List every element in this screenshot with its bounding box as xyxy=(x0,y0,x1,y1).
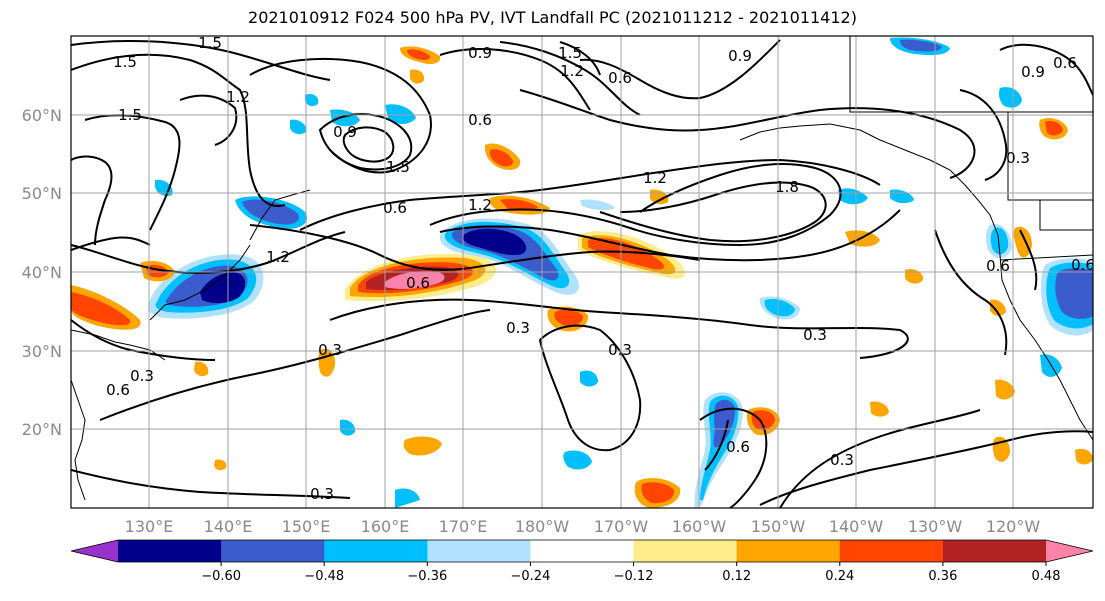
lon-label: 130°E xyxy=(125,517,174,536)
lon-label: 160°E xyxy=(361,517,410,536)
colorbar-tick-label: −0.36 xyxy=(407,569,447,584)
lat-label: 30°N xyxy=(22,342,62,361)
map-title: 2021010912 F024 500 hPa PV, IVT Landfall… xyxy=(248,8,857,27)
lon-label: 170°E xyxy=(439,517,488,536)
colorbar-segment xyxy=(633,540,738,562)
colorbar-tick-label: −0.24 xyxy=(511,569,551,584)
colorbar-segment xyxy=(427,540,531,562)
contour-label: 0.9 xyxy=(333,123,357,141)
contour-label: 0.6 xyxy=(726,438,750,456)
colorbar-extend-high xyxy=(1046,540,1093,562)
contour-label: 0.9 xyxy=(468,44,492,62)
colorbar-segment xyxy=(530,540,635,562)
colorbar-tick-label: −0.60 xyxy=(201,569,241,584)
contour-label: 0.6 xyxy=(468,111,492,129)
colorbar-segment xyxy=(221,540,325,562)
contour-label: 1.5 xyxy=(113,53,137,71)
contour-label: 0.9 xyxy=(1021,63,1045,81)
contour-label-group: 1.5 1.5 1.5 0.9 0.9 1.2 1.5 1.2 0.9 0.6 … xyxy=(106,34,1095,503)
contour-label: 1.5 xyxy=(386,158,410,176)
contour-label: 1.8 xyxy=(775,178,799,196)
lon-label: 140°E xyxy=(204,517,253,536)
latitude-labels: 60°N 50°N 40°N 30°N 20°N xyxy=(22,106,62,439)
lon-label: 130°W xyxy=(908,517,963,536)
contour-label: 1.2 xyxy=(643,169,667,187)
colorbar-tick-label: −0.12 xyxy=(614,569,654,584)
contour-label: 1.5 xyxy=(558,44,582,62)
colorbar-segment xyxy=(324,540,428,562)
contour-label: 0.3 xyxy=(803,326,827,344)
lon-label: 170°W xyxy=(594,517,649,536)
lat-label: 40°N xyxy=(22,263,62,282)
contour-label: 0.3 xyxy=(608,341,632,359)
contour-label: 0.6 xyxy=(986,257,1010,275)
contour-label: 0.6 xyxy=(406,274,430,292)
lat-label: 50°N xyxy=(22,184,62,203)
colorbar-tick-label: 0.24 xyxy=(825,569,854,584)
colorbar-segment xyxy=(839,540,944,562)
colorbar-segment xyxy=(942,540,1047,562)
contour-label: 0.6 xyxy=(1071,256,1095,274)
contour-label: 1.2 xyxy=(468,196,492,214)
contour-label: 0.3 xyxy=(1006,149,1030,167)
contour-label: 0.3 xyxy=(130,367,154,385)
contour-label: 1.5 xyxy=(118,106,142,124)
colorbar-outline xyxy=(70,539,1094,563)
lon-label: 150°E xyxy=(282,517,331,536)
lon-label: 120°W xyxy=(986,517,1041,536)
contour-label: 0.3 xyxy=(830,451,854,469)
colorbar-segment xyxy=(736,540,841,562)
lat-label: 60°N xyxy=(22,106,62,125)
colorbar-tick-label: 0.48 xyxy=(1032,569,1061,584)
contour-label: 0.9 xyxy=(728,47,752,65)
contour-label: 0.3 xyxy=(310,485,334,503)
colorbar-tick-label: 0.12 xyxy=(722,569,751,584)
colorbar-segment xyxy=(118,540,222,562)
lon-label: 160°W xyxy=(672,517,727,536)
contour-label: 0.6 xyxy=(383,199,407,217)
contour-label: 0.6 xyxy=(1053,54,1077,72)
longitude-labels: 130°E 140°E 150°E 160°E 170°E 180°W 170°… xyxy=(125,517,1041,536)
map-border xyxy=(70,35,1094,509)
contour-label: 0.3 xyxy=(506,319,530,337)
contour-label: 1.2 xyxy=(560,62,584,80)
contour-label: 1.5 xyxy=(198,34,222,52)
contour-label: 0.6 xyxy=(608,69,632,87)
contour-label: 0.3 xyxy=(318,341,342,359)
lon-label: 150°W xyxy=(751,517,806,536)
graticule xyxy=(71,36,1093,508)
contour-label: 1.2 xyxy=(226,88,250,106)
colorbar-tick-label: 0.36 xyxy=(928,569,957,584)
contour-label: 0.6 xyxy=(106,381,130,399)
lat-label: 20°N xyxy=(22,420,62,439)
colorbar-extend-low xyxy=(71,540,118,562)
contour-label: 1.2 xyxy=(266,248,290,266)
colorbar-tick-label: −0.48 xyxy=(304,569,344,584)
colorbar: −0.60 −0.48 −0.36 −0.24 −0.12 0.12 0.24 0.36 0.4… xyxy=(70,539,1094,584)
lon-label: 140°W xyxy=(829,517,884,536)
lon-label: 180°W xyxy=(515,517,570,536)
